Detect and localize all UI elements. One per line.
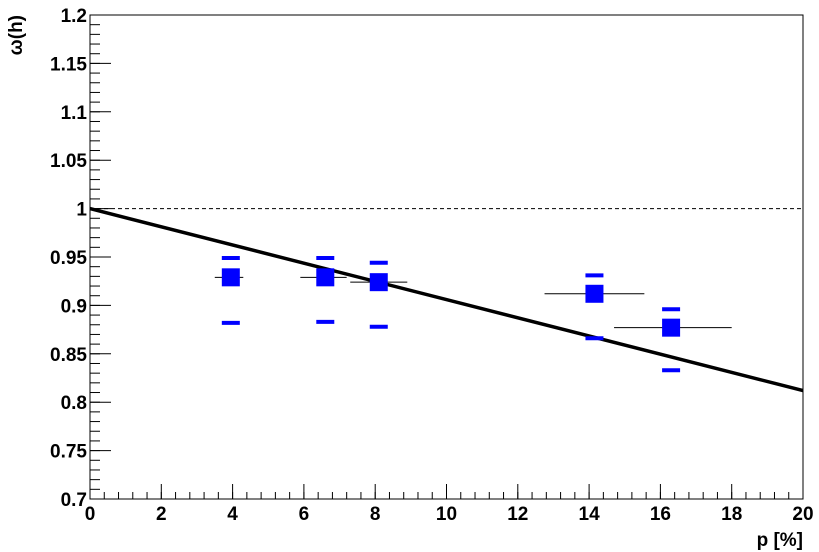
y-axis-label: ω(h) [6,15,27,55]
x-tick-label: 4 [227,504,238,525]
x-axis-label: p [%] [757,530,803,551]
fit-line [89,206,804,393]
data-point [544,273,645,341]
square-marker [369,273,388,292]
plot-frame [89,14,804,500]
data-point [214,255,244,325]
square-marker [585,284,604,303]
y-tick-label: 0.8 [61,393,87,414]
x-tick-label: 16 [650,504,671,525]
x-tick-label: 8 [370,504,381,525]
data-point [614,307,732,373]
x-tick-labels: 0 2 4 6 8 10 12 14 16 18 20 [85,504,814,525]
square-marker [662,318,681,337]
y-tick-label: 1.1 [61,103,88,124]
x-tick-label: 12 [507,504,528,525]
y-tick-label: 0.85 [50,345,87,366]
x-tick-label: 0 [85,504,96,525]
y-tick-label: 0.75 [50,442,87,463]
y-tick-label: 0.7 [61,490,87,511]
data-points [214,255,732,373]
data-point [350,260,408,329]
x-tick-label: 14 [579,504,601,525]
x-tick-label: 10 [436,504,457,525]
x-tick-label: 2 [156,504,167,525]
x-tick-label: 6 [299,504,310,525]
y-tick-label: 1.2 [61,6,87,27]
square-marker [221,268,240,287]
x-tick-label: 18 [721,504,742,525]
y-tick-label: 1.05 [50,151,87,172]
y-tick-label: 1.15 [50,54,87,75]
axis-ticks [89,14,804,500]
y-tick-label: 0.9 [61,296,87,317]
y-tick-label: 0.95 [50,248,87,269]
y-tick-label: 1 [76,200,87,221]
x-tick-label: 20 [792,504,813,525]
data-point [300,255,347,324]
square-marker [316,268,335,287]
y-tick-labels: 0.7 0.75 0.8 0.85 0.9 0.95 1 1.05 1.1 1.15 1.2 [50,6,87,511]
